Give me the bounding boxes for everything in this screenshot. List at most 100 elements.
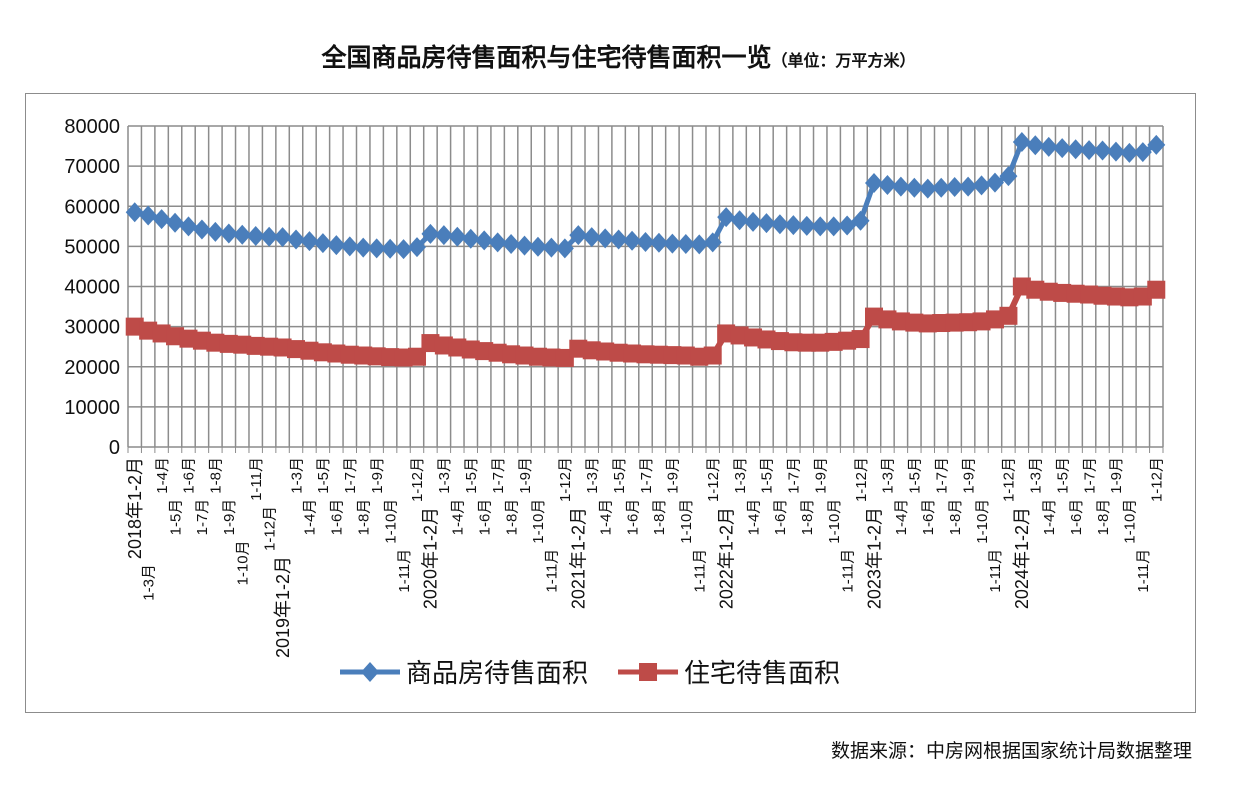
x-tick-label: 1-3月	[436, 457, 453, 494]
x-tick-label: 1-9月	[517, 457, 534, 494]
data-point-diamond	[488, 232, 507, 253]
x-tick-label: 1-9月	[369, 457, 386, 494]
x-tick-label: 1-5月	[463, 457, 480, 494]
data-point-diamond	[649, 232, 668, 253]
x-tick-label: 1-6月	[476, 499, 493, 536]
x-tick-label: 1-5月	[907, 457, 924, 494]
data-point-diamond	[1106, 141, 1125, 162]
x-tick-label: 1-6月	[624, 499, 641, 536]
x-tick-label: 1-10月	[530, 499, 547, 544]
data-point-diamond	[1039, 136, 1058, 157]
x-tick-label: 1-3月	[1028, 457, 1045, 494]
data-point-diamond	[192, 219, 211, 240]
data-point-diamond	[811, 216, 830, 237]
data-point-diamond	[690, 234, 709, 255]
x-tick-label: 1-10月	[382, 499, 399, 544]
data-point-diamond	[609, 229, 628, 250]
data-point-diamond	[125, 202, 144, 223]
data-point-square	[703, 346, 722, 365]
data-point-diamond	[1093, 140, 1112, 161]
data-point-diamond	[300, 231, 319, 252]
x-tick-label: 1-4月	[302, 499, 319, 536]
x-tick-label: 1-11月	[544, 549, 561, 593]
data-point-diamond	[461, 228, 480, 249]
x-tick-label: 1-6月	[920, 499, 937, 536]
x-tick-label: 1-11月	[248, 457, 265, 501]
chart-frame	[25, 93, 1196, 713]
x-tick-label: 1-7月	[194, 499, 211, 536]
data-point-diamond	[246, 225, 265, 246]
x-tick-label: 1-7月	[1081, 457, 1098, 494]
data-point-square	[407, 347, 426, 366]
data-point-diamond	[528, 236, 547, 257]
y-tick-label: 70000	[64, 156, 120, 178]
data-point-diamond	[166, 212, 185, 233]
data-point-diamond	[1053, 138, 1072, 159]
data-point-diamond	[918, 178, 937, 199]
data-point-diamond	[797, 215, 816, 236]
data-point-diamond	[985, 172, 1004, 193]
data-point-diamond	[851, 210, 870, 231]
legend: 商品房待售面积 住宅待售面积	[340, 659, 840, 689]
x-tick-label: 1-11月	[839, 549, 856, 593]
x-tick-label: 1-7月	[933, 457, 950, 494]
x-tick-label: 1-8月	[947, 499, 964, 536]
data-point-diamond	[179, 216, 198, 237]
data-point-diamond	[972, 175, 991, 196]
x-tick-label: 1-7月	[786, 457, 803, 494]
x-tick-label: 1-8月	[651, 499, 668, 536]
data-point-diamond	[421, 223, 440, 244]
x-tick-label: 1-8月	[355, 499, 372, 536]
x-tick-label: 1-5月	[759, 457, 776, 494]
legend-square-icon	[639, 663, 658, 681]
y-tick-label: 10000	[64, 397, 120, 419]
x-tick-label: 2019年1-2月	[273, 556, 293, 658]
x-tick-label: 1-4月	[154, 457, 171, 494]
title-text: 全国商品房待售面积与住宅待售面积一览	[321, 43, 772, 72]
data-point-diamond	[381, 238, 400, 259]
x-tick-label: 1-11月	[1135, 549, 1152, 593]
data-point-diamond	[1026, 135, 1045, 156]
chart-title: 全国商品房待售面积与住宅待售面积一览（单位：万平方米）	[0, 38, 1237, 74]
x-tick-label: 2018年1-2月	[125, 457, 145, 559]
y-tick-label: 50000	[64, 236, 120, 258]
x-tick-label: 1-5月	[1054, 457, 1071, 494]
data-point-diamond	[219, 223, 238, 244]
y-tick-label: 30000	[64, 317, 120, 339]
data-point-diamond	[542, 237, 561, 258]
x-tick-label: 1-3月	[584, 457, 601, 494]
data-point-diamond	[394, 239, 413, 260]
x-tick-label: 1-11月	[987, 549, 1004, 593]
x-tick-label: 1-7月	[638, 457, 655, 494]
x-tick-label: 1-12月	[705, 457, 722, 502]
data-point-diamond	[260, 226, 279, 247]
x-tick-label: 1-4月	[597, 499, 614, 536]
data-point-diamond	[1133, 142, 1152, 163]
data-point-diamond	[502, 233, 521, 254]
data-point-diamond	[1120, 142, 1139, 163]
x-tick-label: 1-3月	[732, 457, 749, 494]
x-tick-label: 1-11月	[692, 549, 709, 593]
data-point-diamond	[555, 238, 574, 259]
x-tick-label: 1-4月	[893, 499, 910, 536]
data-point-diamond	[905, 177, 924, 198]
x-tick-label: 1-9月	[812, 457, 829, 494]
x-tick-label: 1-4月	[1041, 499, 1058, 536]
x-tick-label: 1-9月	[960, 457, 977, 494]
x-tick-label: 1-8月	[208, 457, 225, 494]
x-tick-label: 1-6月	[772, 499, 789, 536]
data-point-diamond	[273, 227, 292, 248]
data-point-diamond	[717, 207, 736, 228]
x-tick-label: 1-3月	[288, 457, 305, 494]
unit-text: （单位：万平方米）	[771, 51, 916, 70]
y-tick-label: 80000	[64, 116, 120, 138]
data-point-diamond	[663, 233, 682, 254]
data-point-diamond	[139, 205, 158, 226]
series-residential	[125, 277, 1166, 367]
x-tick-label: 1-10月	[1122, 499, 1139, 544]
series-commercial	[125, 132, 1166, 260]
data-point-diamond	[784, 215, 803, 236]
x-tick-label: 1-9月	[221, 499, 238, 536]
x-tick-label: 1-10月	[826, 499, 843, 544]
